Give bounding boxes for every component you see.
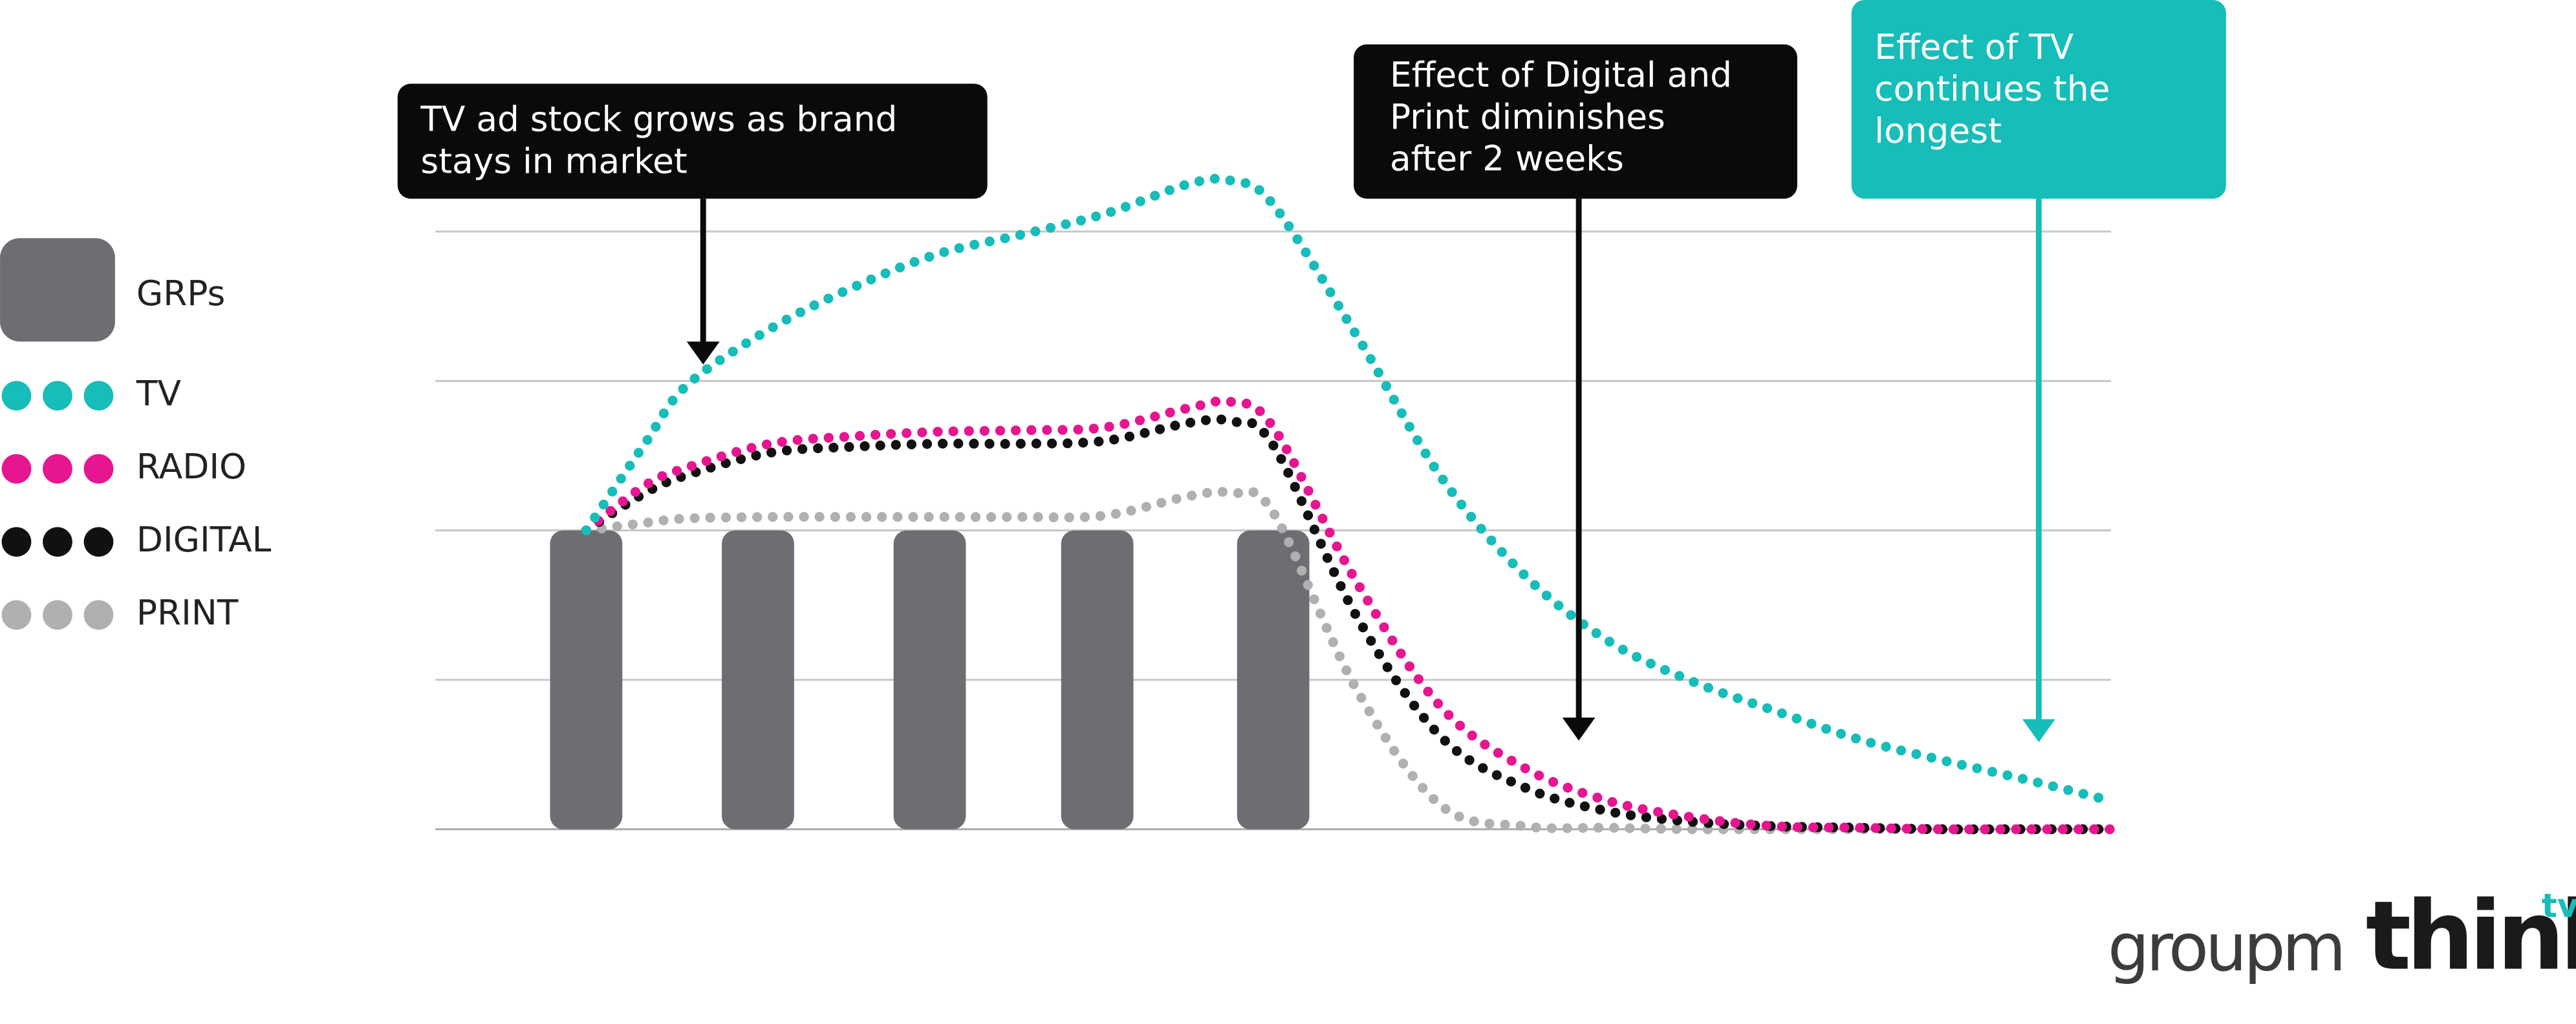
bar (550, 530, 623, 829)
arrow-head (2022, 719, 2055, 743)
annotation-box (1851, 0, 2226, 199)
series-line (581, 414, 2116, 835)
legend-swatch (0, 238, 115, 342)
legend-dot (43, 600, 72, 630)
legend-dot (83, 600, 114, 630)
annotation-text: longest (1874, 110, 2002, 151)
legend-dot (1, 527, 32, 557)
arrow-head (1562, 718, 1596, 741)
annotation-text: Effect of Digital and (1390, 54, 1732, 95)
bar (1237, 530, 1310, 829)
annotation-text: after 2 weeks (1390, 138, 1624, 179)
arrow-head (686, 341, 720, 365)
annotation-text: Effect of TV (1874, 27, 2073, 67)
legend-label: DIGITAL (136, 519, 272, 560)
annotation-box (397, 83, 988, 199)
legend-dot (43, 454, 72, 484)
legend-dot (43, 527, 72, 557)
annotation-text: Print diminishes (1390, 96, 1665, 137)
legend-dot (83, 454, 114, 484)
series-line (581, 173, 2116, 806)
annotation-text: continues the (1874, 69, 2110, 109)
legend-label: TV (136, 373, 182, 414)
legend-label: GRPs (136, 273, 225, 314)
legend-dot (1, 600, 32, 630)
bar (893, 530, 966, 829)
logo-tv: tv (2542, 887, 2576, 925)
legend-dot (83, 381, 114, 411)
legend-dot (43, 381, 72, 411)
logo-think: think (2366, 880, 2576, 992)
annotation-box (1354, 44, 1797, 199)
legend-label: RADIO (136, 446, 246, 487)
legend-dot (1, 454, 32, 484)
legend-label: PRINT (136, 592, 239, 633)
legend-dot (83, 527, 114, 557)
legend-dot (1, 381, 32, 411)
bar (1061, 530, 1134, 829)
series-line (581, 486, 2116, 835)
annotation-text: TV ad stock grows as brand (420, 99, 897, 140)
series-line (581, 396, 2116, 835)
bar (722, 530, 794, 829)
annotation-text: stays in market (420, 140, 687, 181)
logo-groupm: groupm (2108, 910, 2343, 986)
